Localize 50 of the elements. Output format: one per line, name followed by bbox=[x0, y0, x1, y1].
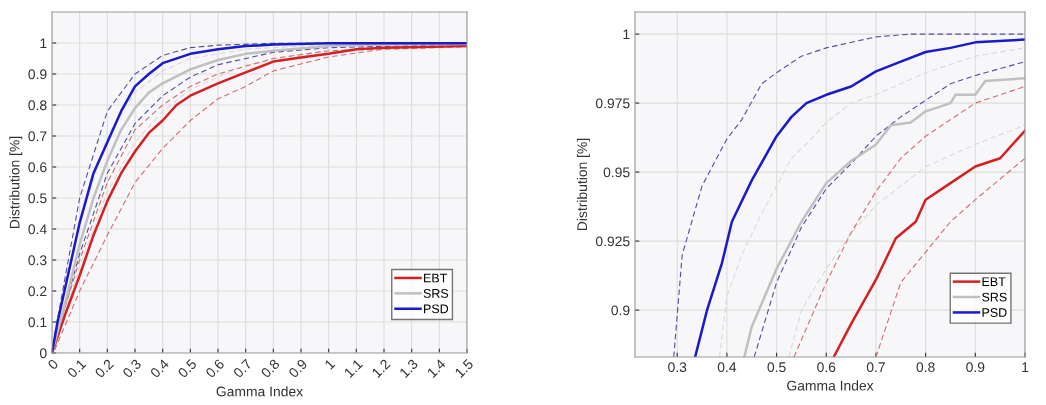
y-tick-label: 0.7 bbox=[28, 131, 47, 142]
y-tick-label: 0.6 bbox=[28, 162, 47, 173]
x-tick-label: 1.1 bbox=[343, 358, 363, 378]
y-tick-label: 0.8 bbox=[28, 100, 47, 111]
x-tick-label: 1.2 bbox=[371, 358, 391, 378]
x-tick-label: 0.9 bbox=[287, 358, 308, 379]
y-tick-label: 0.3 bbox=[28, 255, 47, 266]
x-tick-label: 0.6 bbox=[204, 358, 225, 379]
legend-label: PSD bbox=[424, 304, 449, 314]
x-tick-label: 0.4 bbox=[717, 362, 737, 373]
y-tick-label: 0.2 bbox=[28, 286, 47, 297]
x-tick-label: 0.7 bbox=[232, 358, 253, 379]
x-axis-title: Gamma Index bbox=[216, 386, 303, 397]
y-tick-label: 0.9 bbox=[28, 69, 47, 80]
y-tick-label: 0.5 bbox=[28, 193, 47, 204]
legend-label: SRS bbox=[423, 289, 449, 298]
x-tick-label: 0.2 bbox=[94, 358, 115, 379]
legend-label: PSD bbox=[982, 308, 1007, 317]
legend-label: EBT bbox=[982, 277, 1006, 286]
x-tick-label: 1.4 bbox=[426, 358, 447, 378]
x-tick-label: 0.4 bbox=[149, 358, 170, 379]
legend-label: EBT bbox=[424, 273, 448, 283]
y-tick-label: 0.95 bbox=[603, 167, 630, 178]
x-tick-label: 1 bbox=[1022, 362, 1029, 372]
legend-label: SRS bbox=[982, 292, 1007, 302]
x-tick-label: 0.5 bbox=[177, 358, 198, 379]
x-tick-label: 0.8 bbox=[260, 358, 281, 379]
x-tick-label: 1 bbox=[324, 358, 336, 370]
x-tick-label: 0.3 bbox=[668, 362, 687, 373]
y-tick-label: 1 bbox=[40, 38, 47, 49]
y-axis-title: Distribution [%] bbox=[576, 138, 590, 231]
y-axis-title: Distribution [%] bbox=[9, 136, 23, 229]
y-tick-label: 0.9 bbox=[611, 305, 630, 316]
x-tick-label: 0.9 bbox=[966, 362, 985, 373]
y-tick-label: 0.925 bbox=[595, 236, 630, 247]
x-tick-label: 0.1 bbox=[66, 358, 87, 379]
x-tick-label: 0.5 bbox=[767, 362, 786, 373]
x-tick-label: 1.3 bbox=[399, 358, 419, 378]
x-tick-label: 0.3 bbox=[121, 358, 142, 379]
y-tick-label: 0.4 bbox=[28, 224, 47, 235]
x-tick-label: 0.7 bbox=[866, 362, 885, 373]
x-tick-label: 0.8 bbox=[916, 362, 935, 373]
x-tick-label: 0.6 bbox=[817, 362, 836, 373]
x-axis-title: Gamma Index bbox=[787, 380, 874, 391]
y-tick-label: 0.975 bbox=[595, 98, 630, 109]
y-tick-label: 1 bbox=[623, 29, 630, 40]
y-tick-label: 0 bbox=[39, 348, 47, 359]
y-tick-label: 0.1 bbox=[28, 317, 47, 328]
x-tick-label: 1.5 bbox=[454, 358, 474, 378]
x-tick-label: 0 bbox=[47, 358, 59, 371]
